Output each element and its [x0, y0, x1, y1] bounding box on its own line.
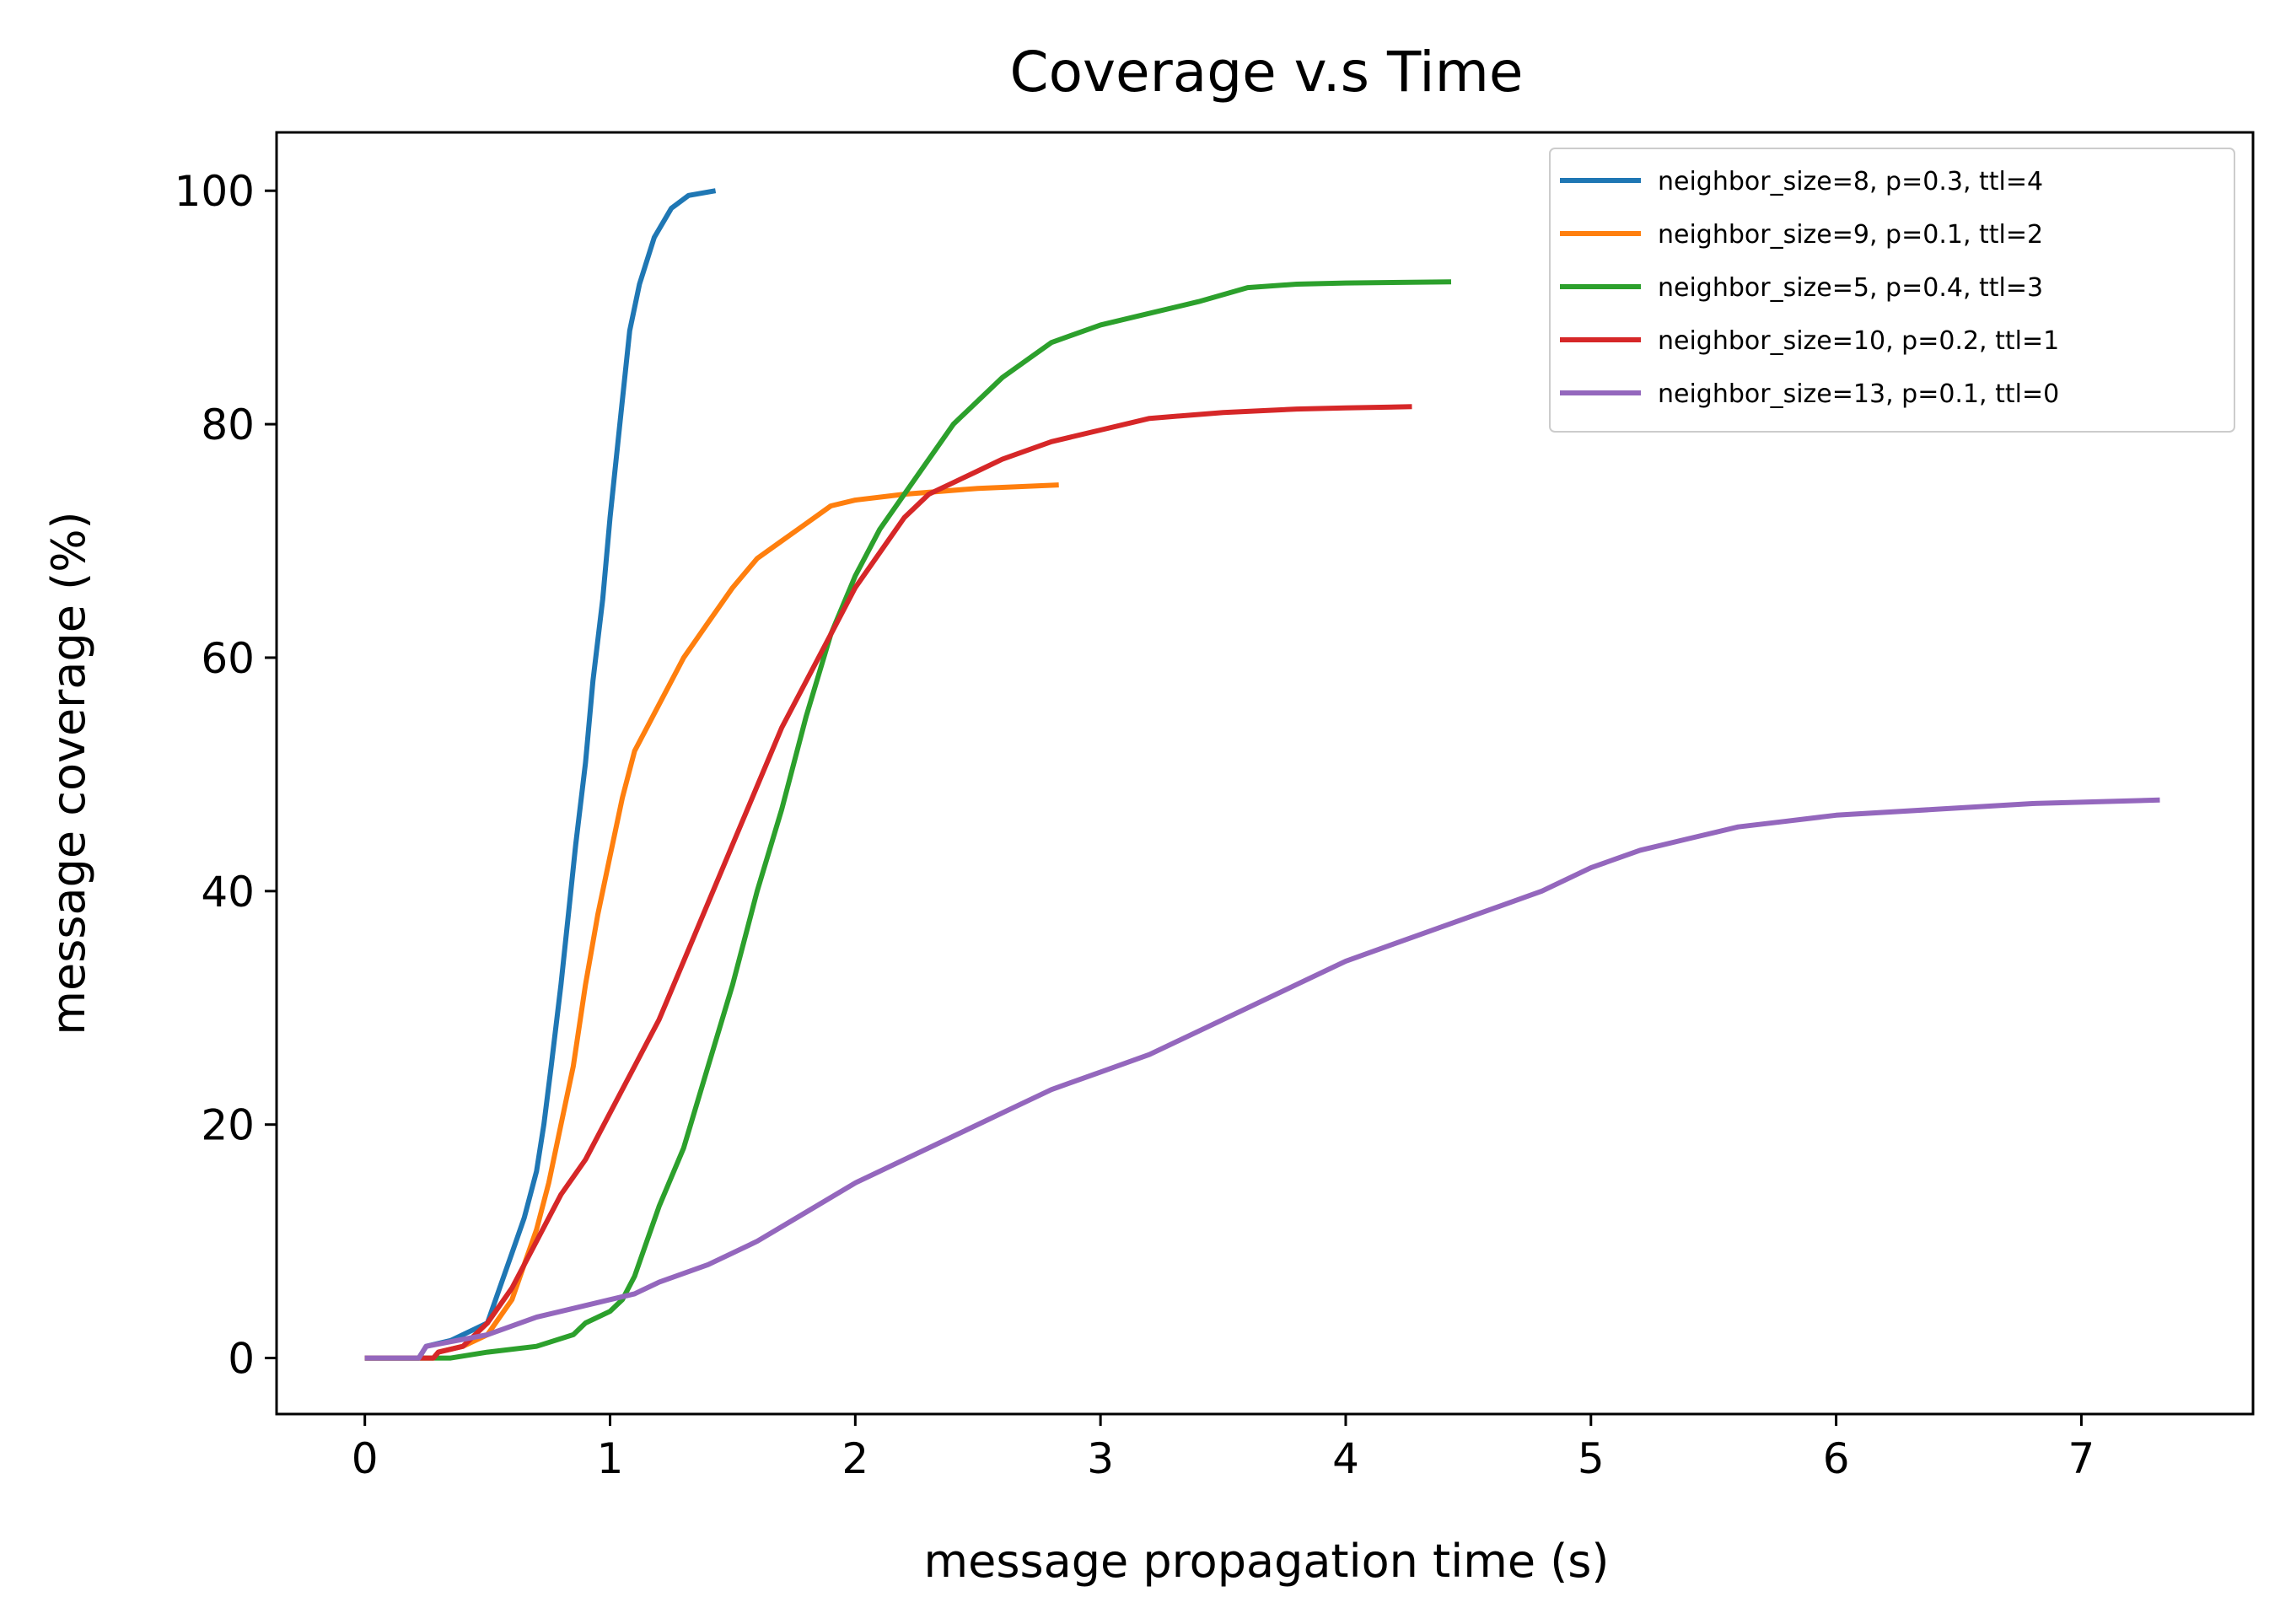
- legend-label-1: neighbor_size=8, p=0.3, ttl=4: [1658, 167, 2043, 196]
- legend: neighbor_size=8, p=0.3, ttl=4 neighbor_si…: [1549, 148, 2235, 433]
- y-axis-label: message coverage (%): [42, 511, 95, 1035]
- y-tick-label: 100: [175, 167, 255, 216]
- y-tick-label: 20: [201, 1101, 255, 1150]
- x-tick-label: 7: [2068, 1434, 2095, 1483]
- x-tick-label: 3: [1087, 1434, 1114, 1483]
- chart-title: Coverage v.s Time: [1010, 40, 1524, 105]
- y-tick-label: 40: [201, 868, 255, 917]
- x-tick-label: 2: [842, 1434, 868, 1483]
- y-axis: 0 20 40 60 80 100: [175, 167, 277, 1384]
- y-tick-label: 80: [201, 401, 255, 449]
- series-line-2: [364, 482, 1059, 1361]
- x-tick-label: 4: [1332, 1434, 1359, 1483]
- x-axis: 0 1 2 3 4 5 6 7: [352, 1414, 2095, 1483]
- x-tick-label: 5: [1578, 1434, 1605, 1483]
- plot-area: [364, 188, 2160, 1361]
- x-tick-label: 1: [597, 1434, 624, 1483]
- series-line-3: [364, 279, 1452, 1361]
- series-line-4: [364, 404, 1412, 1361]
- series-line-5: [364, 797, 2160, 1361]
- y-tick-label: 0: [228, 1335, 255, 1384]
- x-tick-label: 0: [352, 1434, 379, 1483]
- legend-label-4: neighbor_size=10, p=0.2, ttl=1: [1658, 326, 2059, 356]
- series-line-1: [364, 188, 717, 1361]
- x-axis-label: message propagation time (s): [924, 1535, 1610, 1588]
- legend-label-2: neighbor_size=9, p=0.1, ttl=2: [1658, 220, 2043, 250]
- plot-frame: [275, 131, 2255, 1416]
- x-tick-label: 6: [1823, 1434, 1850, 1483]
- legend-label-3: neighbor_size=5, p=0.4, ttl=3: [1658, 273, 2043, 303]
- legend-box: [1549, 148, 2235, 433]
- legend-label-5: neighbor_size=13, p=0.1, ttl=0: [1658, 379, 2059, 409]
- y-tick-label: 60: [201, 634, 255, 683]
